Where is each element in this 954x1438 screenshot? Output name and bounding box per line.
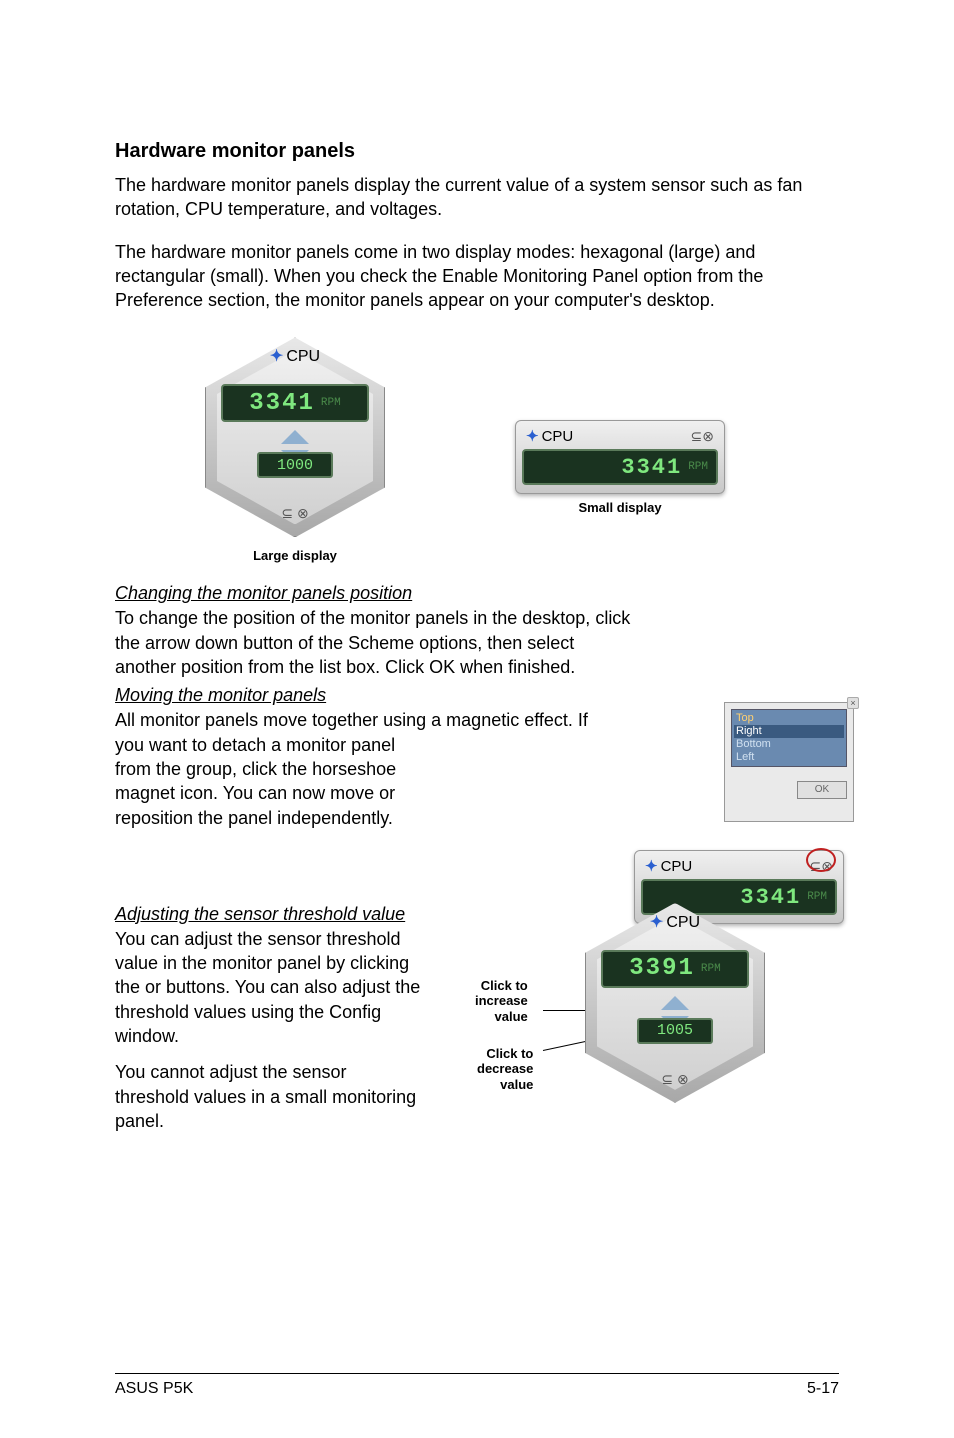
fan-icon: ✦ (650, 914, 663, 931)
fan-icon: ✦ (526, 428, 539, 445)
hex-adjust-title-text: CPU (666, 914, 700, 931)
adjust-threshold-body-2: You cannot adjust the sensor threshold v… (115, 1060, 425, 1133)
click-increase-line3: value (475, 1009, 528, 1025)
intro-para-1: The hardware monitor panels display the … (115, 173, 839, 222)
fan-icon: ✦ (270, 348, 283, 365)
scheme-list[interactable]: Top Right Bottom Left (731, 709, 847, 767)
intro-para-2: The hardware monitor panels come in two … (115, 240, 839, 313)
scheme-popup: × Top Right Bottom Left OK (724, 702, 854, 822)
hex-adjust-threshold: 1005 (637, 1018, 713, 1044)
hex-adjust-title: ✦CPU (575, 912, 775, 932)
bar-small-lcd: 3341 RPM (522, 449, 718, 485)
hex-adjust-widget: ✦CPU 3391 RPM 1005 ⊆ ⊗ (575, 898, 775, 1108)
hex-large-digits: 3341 (249, 390, 315, 417)
hex-adjust-lcd: 3391 RPM (601, 950, 749, 988)
hex-adjust-digits: 3391 (629, 955, 695, 982)
bar-circled-title: ✦CPU (645, 857, 692, 875)
scheme-close-icon[interactable]: × (847, 697, 859, 709)
close-icon[interactable]: ⊗ (821, 858, 833, 874)
footer-left: ASUS P5K (115, 1380, 193, 1398)
click-decrease-line2: decrease (477, 1061, 533, 1077)
adjust-threshold-title: Adjusting the sensor threshold value (115, 904, 425, 925)
page-footer: ASUS P5K 5-17 (115, 1373, 839, 1398)
changing-position-body: To change the position of the monitor pa… (115, 606, 635, 679)
increase-icon[interactable] (281, 430, 309, 444)
click-increase-line1: Click to (475, 978, 528, 994)
click-increase-label: Click to increase value (475, 978, 528, 1025)
hex-large-threshold: 1000 (257, 452, 333, 478)
click-decrease-label: Click to decrease value (477, 1046, 533, 1093)
large-display-col: ✦CPU 3341 RPM 1000 ⊆ ⊗ Large display (195, 332, 395, 563)
moving-panels-body-2: you want to detach a monitor panel from … (115, 733, 435, 830)
increase-icon[interactable] (661, 996, 689, 1010)
page-heading: Hardware monitor panels (115, 140, 839, 163)
bar-small-icons: ⊆⊗ (691, 428, 714, 445)
large-display-caption: Large display (253, 548, 337, 563)
hex-large-widget: ✦CPU 3341 RPM 1000 ⊆ ⊗ (195, 332, 395, 542)
click-decrease-line1: Click to (477, 1046, 533, 1062)
adjust-threshold-body-1: You can adjust the sensor threshold valu… (115, 927, 425, 1048)
fan-icon: ✦ (645, 858, 658, 875)
magnet-icon[interactable]: ⊆ (810, 858, 822, 874)
magnet-icon[interactable]: ⊆ (661, 1071, 673, 1087)
close-icon[interactable]: ⊗ (702, 428, 714, 444)
scheme-option-top[interactable]: Top (734, 712, 844, 725)
moving-panels-body-1: All monitor panels move together using a… (115, 708, 635, 732)
bar-small-widget: ✦CPU ⊆⊗ 3341 RPM (515, 420, 725, 494)
footer-right: 5-17 (807, 1380, 839, 1398)
display-widgets-row: ✦CPU 3341 RPM 1000 ⊆ ⊗ Large display ✦CP… (115, 332, 839, 563)
scheme-option-bottom[interactable]: Bottom (734, 738, 844, 751)
hex-large-title-text: CPU (286, 348, 320, 365)
small-display-col: ✦CPU ⊆⊗ 3341 RPM Small display (515, 420, 725, 515)
bar-small-digits: 3341 (621, 455, 682, 480)
hex-adjust-footer-icons: ⊆ ⊗ (575, 1071, 775, 1088)
close-icon[interactable]: ⊗ (297, 505, 309, 521)
magnet-icon[interactable]: ⊆ (691, 428, 703, 444)
bar-small-unit: RPM (688, 461, 708, 473)
close-icon[interactable]: ⊗ (677, 1071, 689, 1087)
scheme-ok-button[interactable]: OK (797, 781, 847, 799)
hex-adjust-unit: RPM (701, 963, 721, 975)
click-increase-line2: increase (475, 993, 528, 1009)
changing-position-title: Changing the monitor panels position (115, 583, 839, 604)
small-display-caption: Small display (578, 500, 661, 515)
hex-large-title: ✦CPU (195, 346, 395, 366)
hex-large-footer-icons: ⊆ ⊗ (195, 505, 395, 522)
click-decrease-line3: value (477, 1077, 533, 1093)
scheme-option-left[interactable]: Left (734, 751, 844, 764)
hex-large-lcd: 3341 RPM (221, 384, 369, 422)
bar-circled-title-text: CPU (661, 858, 693, 875)
magnet-icon[interactable]: ⊆ (281, 505, 293, 521)
bar-small-title-text: CPU (542, 428, 574, 445)
scheme-option-right[interactable]: Right (734, 725, 844, 738)
bar-small-title: ✦CPU (526, 427, 573, 445)
bar-circled-icons: ⊆⊗ (810, 858, 833, 875)
hex-large-unit: RPM (321, 397, 341, 409)
